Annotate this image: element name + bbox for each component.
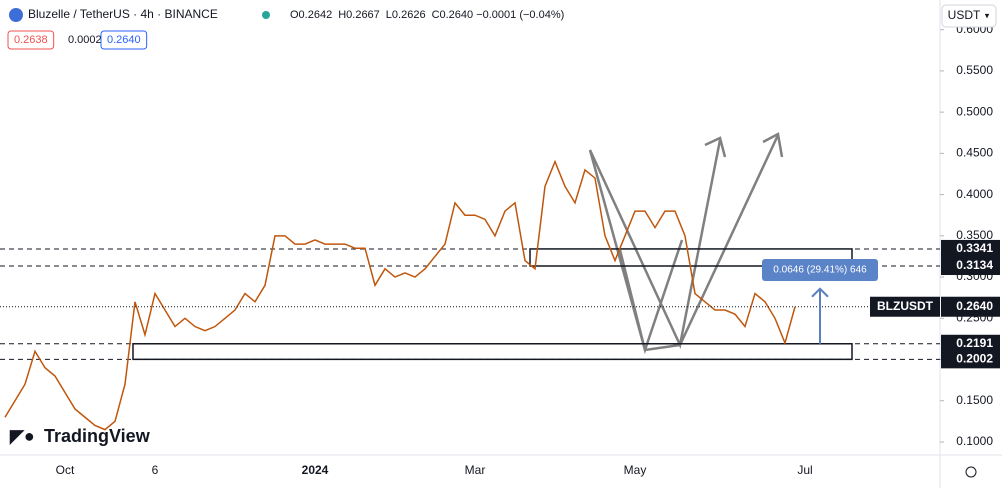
bid-ask-box — [100, 30, 148, 50]
x-tick-label: 6 — [152, 463, 159, 477]
brand-logo: ◤● — [9, 426, 35, 446]
x-tick-label: 2024 — [302, 463, 329, 477]
currency-button — [941, 4, 997, 28]
symbol-label-bg — [870, 296, 940, 317]
ohlc-value: O0.2642 — [290, 9, 332, 21]
level-label-bg — [941, 334, 1000, 353]
ohlc-value: C0.2640 −0.0001 (−0.04%) — [432, 9, 565, 21]
settings-icon — [965, 466, 977, 478]
level-label: 0.3134 — [956, 258, 993, 272]
last-price-label: 0.2640 — [956, 299, 993, 313]
level-label-bg — [941, 239, 1000, 258]
level-label: 0.3341 — [956, 241, 993, 255]
arrow-head — [762, 132, 784, 158]
zone-box — [132, 343, 853, 361]
y-tick-label: 0.1000 — [956, 434, 993, 448]
level-label: 0.2002 — [956, 352, 993, 366]
status-dot — [262, 11, 270, 19]
measure-label-bg — [762, 259, 878, 281]
ohlc-value: H0.2667 — [338, 9, 380, 21]
x-tick-label: Jul — [797, 463, 812, 477]
bid-ask-box — [7, 30, 55, 50]
currency: USDT — [948, 8, 981, 22]
zone-box — [529, 248, 853, 267]
ohlc-value: L0.2626 — [386, 9, 426, 21]
brand: TradingView — [44, 426, 151, 446]
symbol-title: Bluzelle / TetherUS · 4h · BINANCE — [28, 7, 218, 21]
price-line — [4, 159, 796, 431]
x-tick-label: Oct — [56, 463, 75, 477]
level-label: 0.2191 — [956, 336, 993, 350]
symbol-label: BLZUSDT — [877, 299, 934, 313]
zigzag — [618, 134, 780, 352]
x-tick-label: May — [624, 463, 647, 477]
arrow-head — [704, 136, 727, 158]
y-tick-label: 0.3500 — [956, 228, 993, 242]
x-tick-label: Mar — [465, 463, 486, 477]
y-tick-label: 0.5500 — [956, 63, 993, 77]
bid-ask: 0.2638 — [14, 34, 48, 46]
y-tick-label: 0.1500 — [956, 393, 993, 407]
bid-ask: 0.2640 — [107, 34, 141, 46]
measure-label: 0.0646 (29.41%) 646 — [773, 265, 867, 276]
level-label-bg — [941, 257, 1000, 276]
last-price-bg — [941, 296, 1000, 317]
y-tick-label: 0.5000 — [956, 104, 993, 118]
measure-arrow-head — [811, 287, 829, 298]
bid-ask: 0.0002 — [68, 34, 102, 46]
y-tick-label: 0.4000 — [956, 187, 993, 201]
currency-caret: ▾ — [985, 10, 990, 20]
drawing-arrows — [588, 132, 784, 355]
level-label-bg — [941, 350, 1000, 369]
y-tick-label: 0.4500 — [956, 146, 993, 160]
symbol-icon — [9, 8, 23, 22]
